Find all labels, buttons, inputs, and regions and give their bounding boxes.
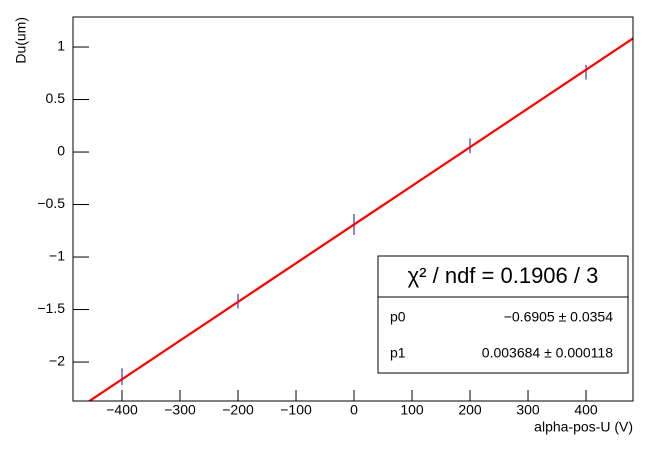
x-tick-label: 400	[574, 402, 598, 418]
y-tick-label: −1	[49, 248, 65, 264]
fit-group	[87, 37, 633, 401]
fit-line	[87, 37, 633, 401]
x-axis-title: alpha-pos-U (V)	[534, 419, 633, 435]
stats-box: χ² / ndf = 0.1906 / 3 p0 −0.6905 ± 0.035…	[377, 255, 629, 374]
y-tick-label: 1	[57, 38, 65, 54]
x-tick-label: 200	[458, 402, 482, 418]
x-tick-label: −100	[280, 402, 312, 418]
y-tick-label: 0	[57, 143, 65, 159]
y-tick-label: 0.5	[46, 90, 66, 106]
y-tick-label: −0.5	[37, 195, 65, 211]
stats-param-value: 0.003684 ± 0.000118	[482, 345, 613, 361]
stats-param-name: p1	[390, 345, 406, 361]
y-tick-label: −1.5	[37, 300, 65, 316]
x-tick-label: −300	[164, 402, 196, 418]
stats-title: χ² / ndf = 0.1906 / 3	[408, 263, 599, 288]
x-tick-label: 0	[350, 402, 358, 418]
stats-frame	[377, 255, 629, 374]
y-axis-title: Du(um)	[13, 17, 29, 64]
x-tick-label: 100	[400, 402, 424, 418]
stats-param-value: −0.6905 ± 0.0354	[504, 309, 613, 325]
x-tick-label: −400	[106, 402, 138, 418]
y-tick-label: −2	[49, 353, 65, 369]
x-tick-label: −200	[222, 402, 254, 418]
frame	[72, 16, 634, 402]
x-tick-label: 300	[516, 402, 540, 418]
stats-param-name: p0	[390, 309, 406, 325]
